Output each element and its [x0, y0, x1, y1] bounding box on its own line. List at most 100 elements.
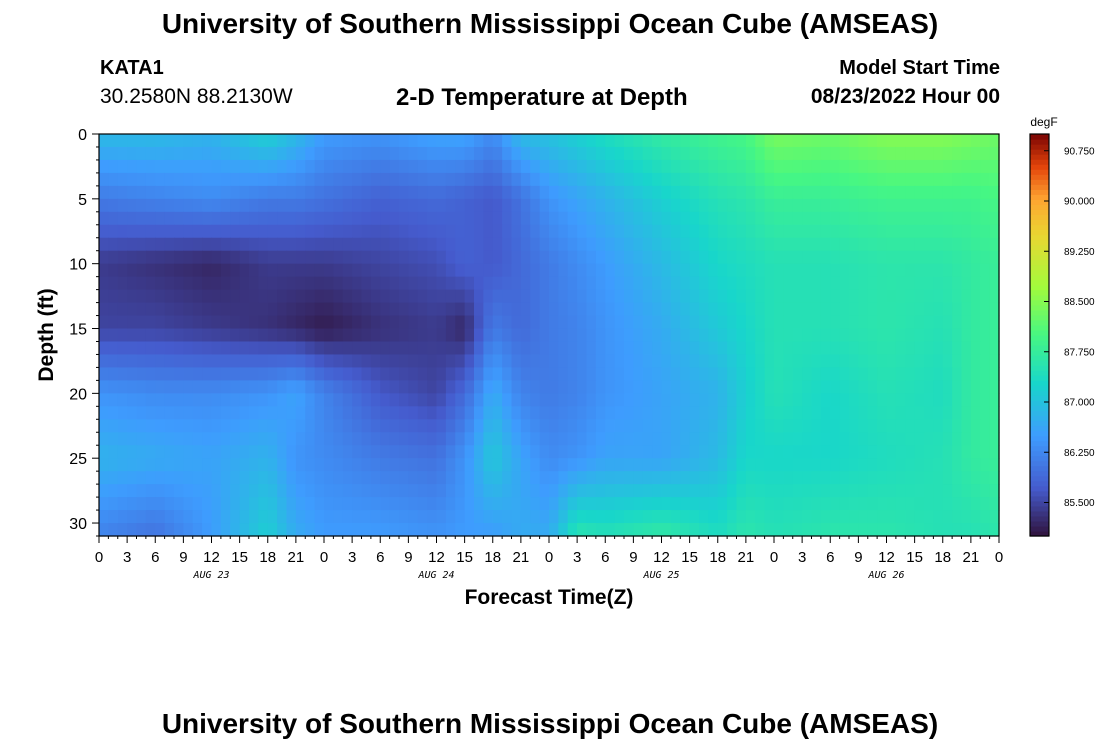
heatmap-cell — [867, 328, 878, 343]
colorbar-strip — [1030, 525, 1049, 532]
heatmap-cell — [952, 419, 963, 433]
heatmap-cell — [230, 185, 241, 200]
heatmap-cell — [239, 185, 250, 200]
heatmap-cell — [239, 354, 250, 369]
heatmap-cell — [436, 341, 447, 356]
heatmap-cell — [174, 134, 184, 148]
heatmap-cell — [924, 484, 934, 498]
heatmap-cell — [464, 289, 475, 304]
heatmap-cell — [277, 289, 288, 304]
heatmap-cell — [914, 328, 925, 343]
colorbar-strip — [1030, 435, 1049, 442]
heatmap-cell — [258, 380, 269, 394]
heatmap-cell — [802, 523, 813, 537]
heatmap-cell — [436, 172, 447, 187]
heatmap-cell — [661, 406, 672, 420]
heatmap-cell — [520, 185, 531, 200]
heatmap-cell — [295, 458, 306, 472]
heatmap-cell — [727, 172, 738, 187]
heatmap-cell — [642, 159, 653, 174]
heatmap-cell — [267, 185, 278, 200]
heatmap-cell — [952, 393, 963, 407]
heatmap-cell — [417, 198, 428, 213]
heatmap-cell — [661, 380, 672, 394]
heatmap-cell — [558, 432, 569, 446]
heatmap-cell — [755, 185, 766, 200]
heatmap-cell — [689, 211, 700, 226]
heatmap-cell — [145, 276, 156, 291]
heatmap-cell — [830, 393, 841, 407]
heatmap-cell — [942, 172, 953, 187]
heatmap-cell — [877, 302, 888, 317]
heatmap-cell — [483, 276, 494, 291]
heatmap-cell — [858, 198, 869, 213]
heatmap-cell — [689, 198, 700, 213]
heatmap-cell — [249, 471, 259, 485]
heatmap-cell — [567, 471, 578, 485]
heatmap-cell — [202, 263, 213, 278]
heatmap-cell — [577, 445, 588, 459]
heatmap-cell — [324, 289, 334, 304]
colorbar-strip — [1030, 380, 1049, 386]
heatmap-cell — [792, 484, 803, 498]
heatmap-cell — [436, 354, 447, 369]
heatmap-cell — [605, 393, 616, 407]
heatmap-cell — [952, 380, 963, 394]
colorbar-unit: degF — [1030, 115, 1057, 129]
heatmap-cell — [455, 172, 466, 187]
heatmap-cell — [539, 458, 550, 472]
heatmap-cell — [867, 367, 878, 381]
heatmap-cell — [145, 134, 156, 148]
heatmap-cell — [239, 315, 250, 330]
heatmap-cell — [595, 432, 606, 446]
heatmap-cell — [145, 432, 156, 446]
heatmap-cell — [417, 159, 428, 174]
heatmap-cell — [174, 224, 184, 239]
heatmap-cell — [642, 328, 653, 343]
heatmap-cell — [342, 497, 353, 511]
heatmap-cell — [530, 172, 541, 187]
heatmap-cell — [155, 523, 166, 537]
heatmap-cell — [145, 211, 156, 226]
heatmap-cell — [558, 471, 569, 485]
heatmap-cell — [736, 224, 747, 239]
heatmap-cell — [314, 302, 325, 317]
heatmap-cell — [670, 237, 681, 252]
heatmap-cell — [108, 367, 119, 381]
heatmap-cell — [661, 419, 672, 433]
heatmap-cell — [895, 458, 906, 472]
heatmap-cell — [127, 237, 138, 252]
heatmap-cell — [661, 484, 672, 498]
heatmap-cell — [145, 185, 156, 200]
heatmap-cell — [755, 237, 766, 252]
heatmap-cell — [127, 302, 138, 317]
heatmap-cell — [952, 146, 963, 161]
heatmap-cell — [624, 471, 634, 485]
heatmap-cell — [174, 172, 184, 187]
heatmap-cell — [464, 263, 475, 278]
heatmap-cell — [605, 341, 616, 356]
heatmap-cell — [174, 198, 184, 213]
heatmap-cell — [370, 419, 381, 433]
heatmap-cell — [117, 367, 128, 381]
heatmap-cell — [117, 224, 128, 239]
heatmap-cell — [877, 134, 888, 148]
heatmap-cell — [530, 263, 541, 278]
heatmap-cell — [333, 419, 344, 433]
heatmap-cell — [708, 211, 719, 226]
colorbar-strip — [1030, 510, 1049, 517]
heatmap-cell — [99, 315, 109, 330]
heatmap-cell — [811, 159, 822, 174]
heatmap-cell — [174, 211, 184, 226]
heatmap-cell — [174, 367, 184, 381]
heatmap-cell — [483, 224, 494, 239]
heatmap-cell — [324, 159, 334, 174]
heatmap-cell — [839, 419, 850, 433]
heatmap-cell — [717, 289, 728, 304]
heatmap-cell — [286, 393, 297, 407]
x-tick-label: 0 — [770, 549, 778, 566]
heatmap-cell — [736, 484, 747, 498]
heatmap-cell — [783, 471, 794, 485]
heatmap-cell — [249, 250, 259, 265]
colorbar-strip — [1030, 515, 1049, 522]
